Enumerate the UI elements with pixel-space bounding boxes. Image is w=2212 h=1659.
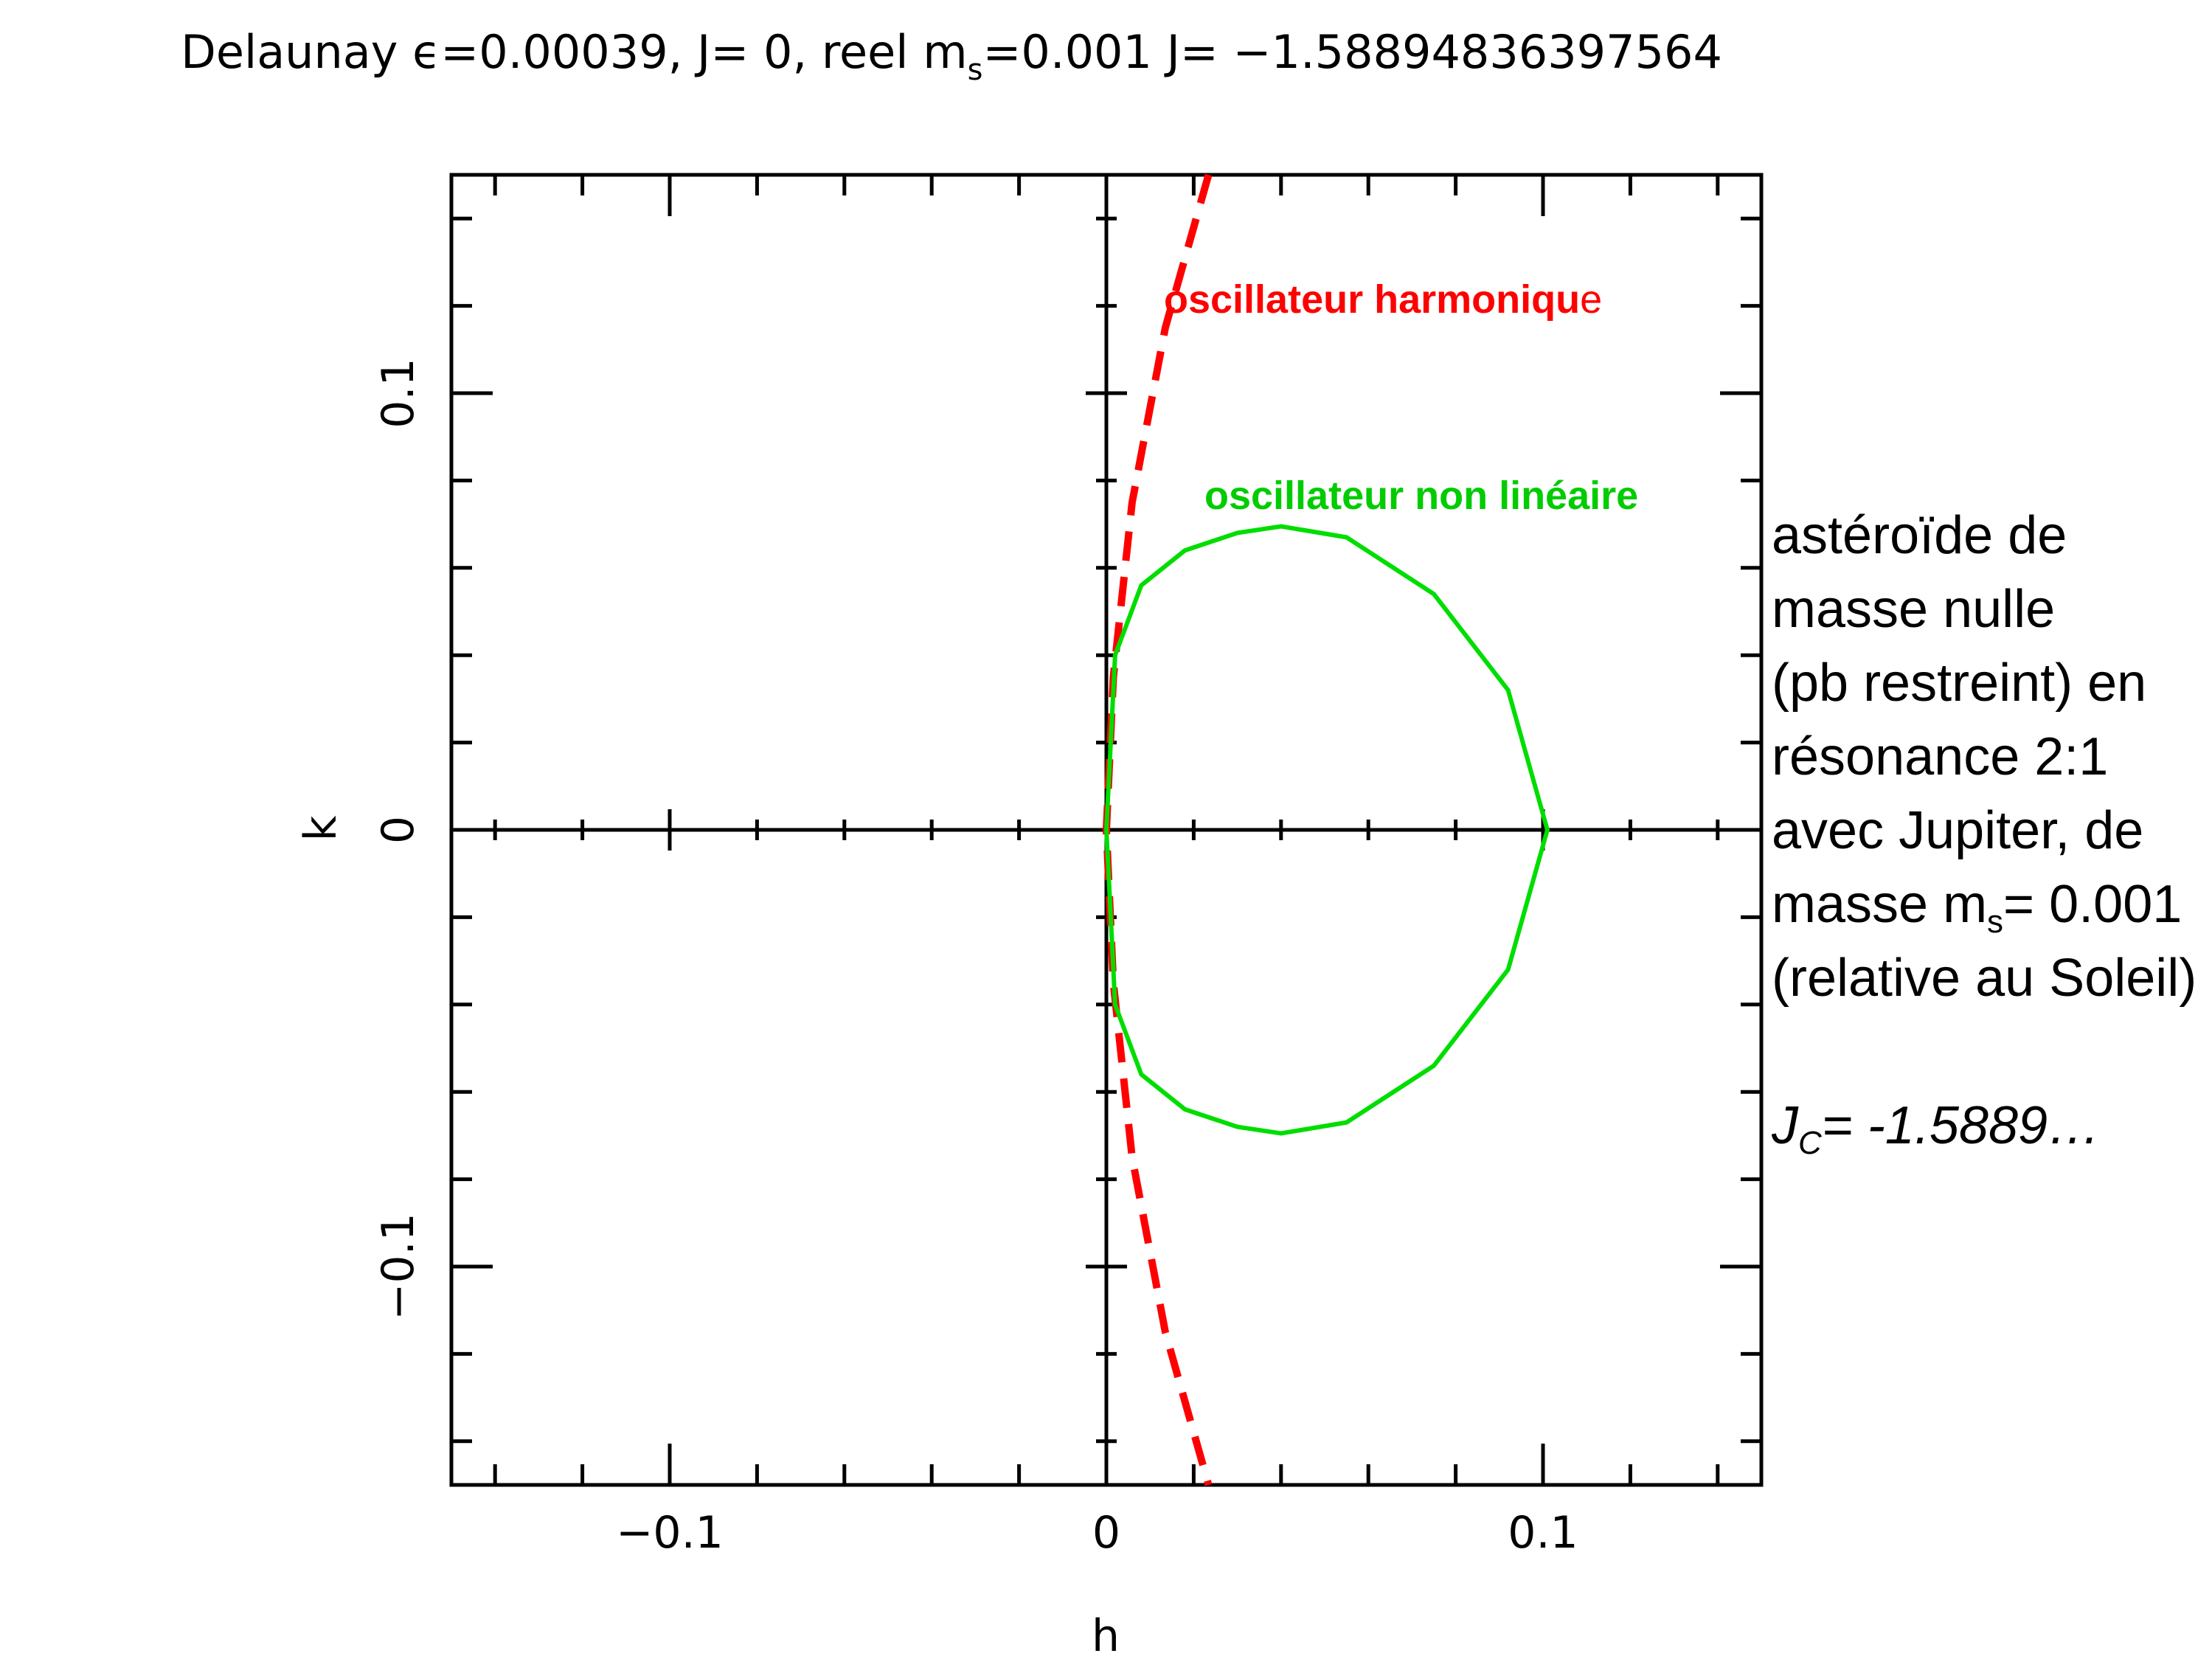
axes-layer: −0.1 0 0.1 −0.1 0 0.1 [372,173,1764,1559]
x-tick-label: −0.1 [616,1507,724,1559]
series-oscillateur-non-lin-aire [1104,524,1550,1136]
annotation-nonlinear: oscillateur non linéaire [1204,474,1638,518]
side-note-line: astéroïde de [1772,506,2067,565]
x-axis-label: h [1092,1610,1120,1659]
y-tick-label: 0.1 [372,358,424,428]
x-tick-label: 0.1 [1508,1507,1578,1559]
annotation-harmonic: oscillateur harmonique [1164,277,1602,322]
series-layer [1103,173,1550,1486]
x-tick-label: 0 [1092,1507,1120,1559]
side-note-line: masse nulle [1772,580,2056,639]
y-tick-label: −0.1 [372,1213,424,1320]
side-note-line: résonance 2:1 [1772,727,2109,786]
jacobi-constant: JC= -1.5889… [1772,1096,2101,1161]
side-note: astéroïde de masse nulle (pb restreint) … [1772,499,2212,1236]
side-note-line: (pb restreint) en [1772,654,2147,713]
side-note-line: avec Jupiter, de [1772,801,2144,860]
chart-title: Delaunay ϵ=0.00039, J= 0, reel ms=0.001 … [181,25,1722,87]
side-note-mass-line: masse ms= 0.001 [1772,875,2182,940]
y-tick-label: 0 [372,816,424,844]
y-axis-label: k [295,815,347,841]
side-note-line: (relative au Soleil) [1772,949,2197,1008]
